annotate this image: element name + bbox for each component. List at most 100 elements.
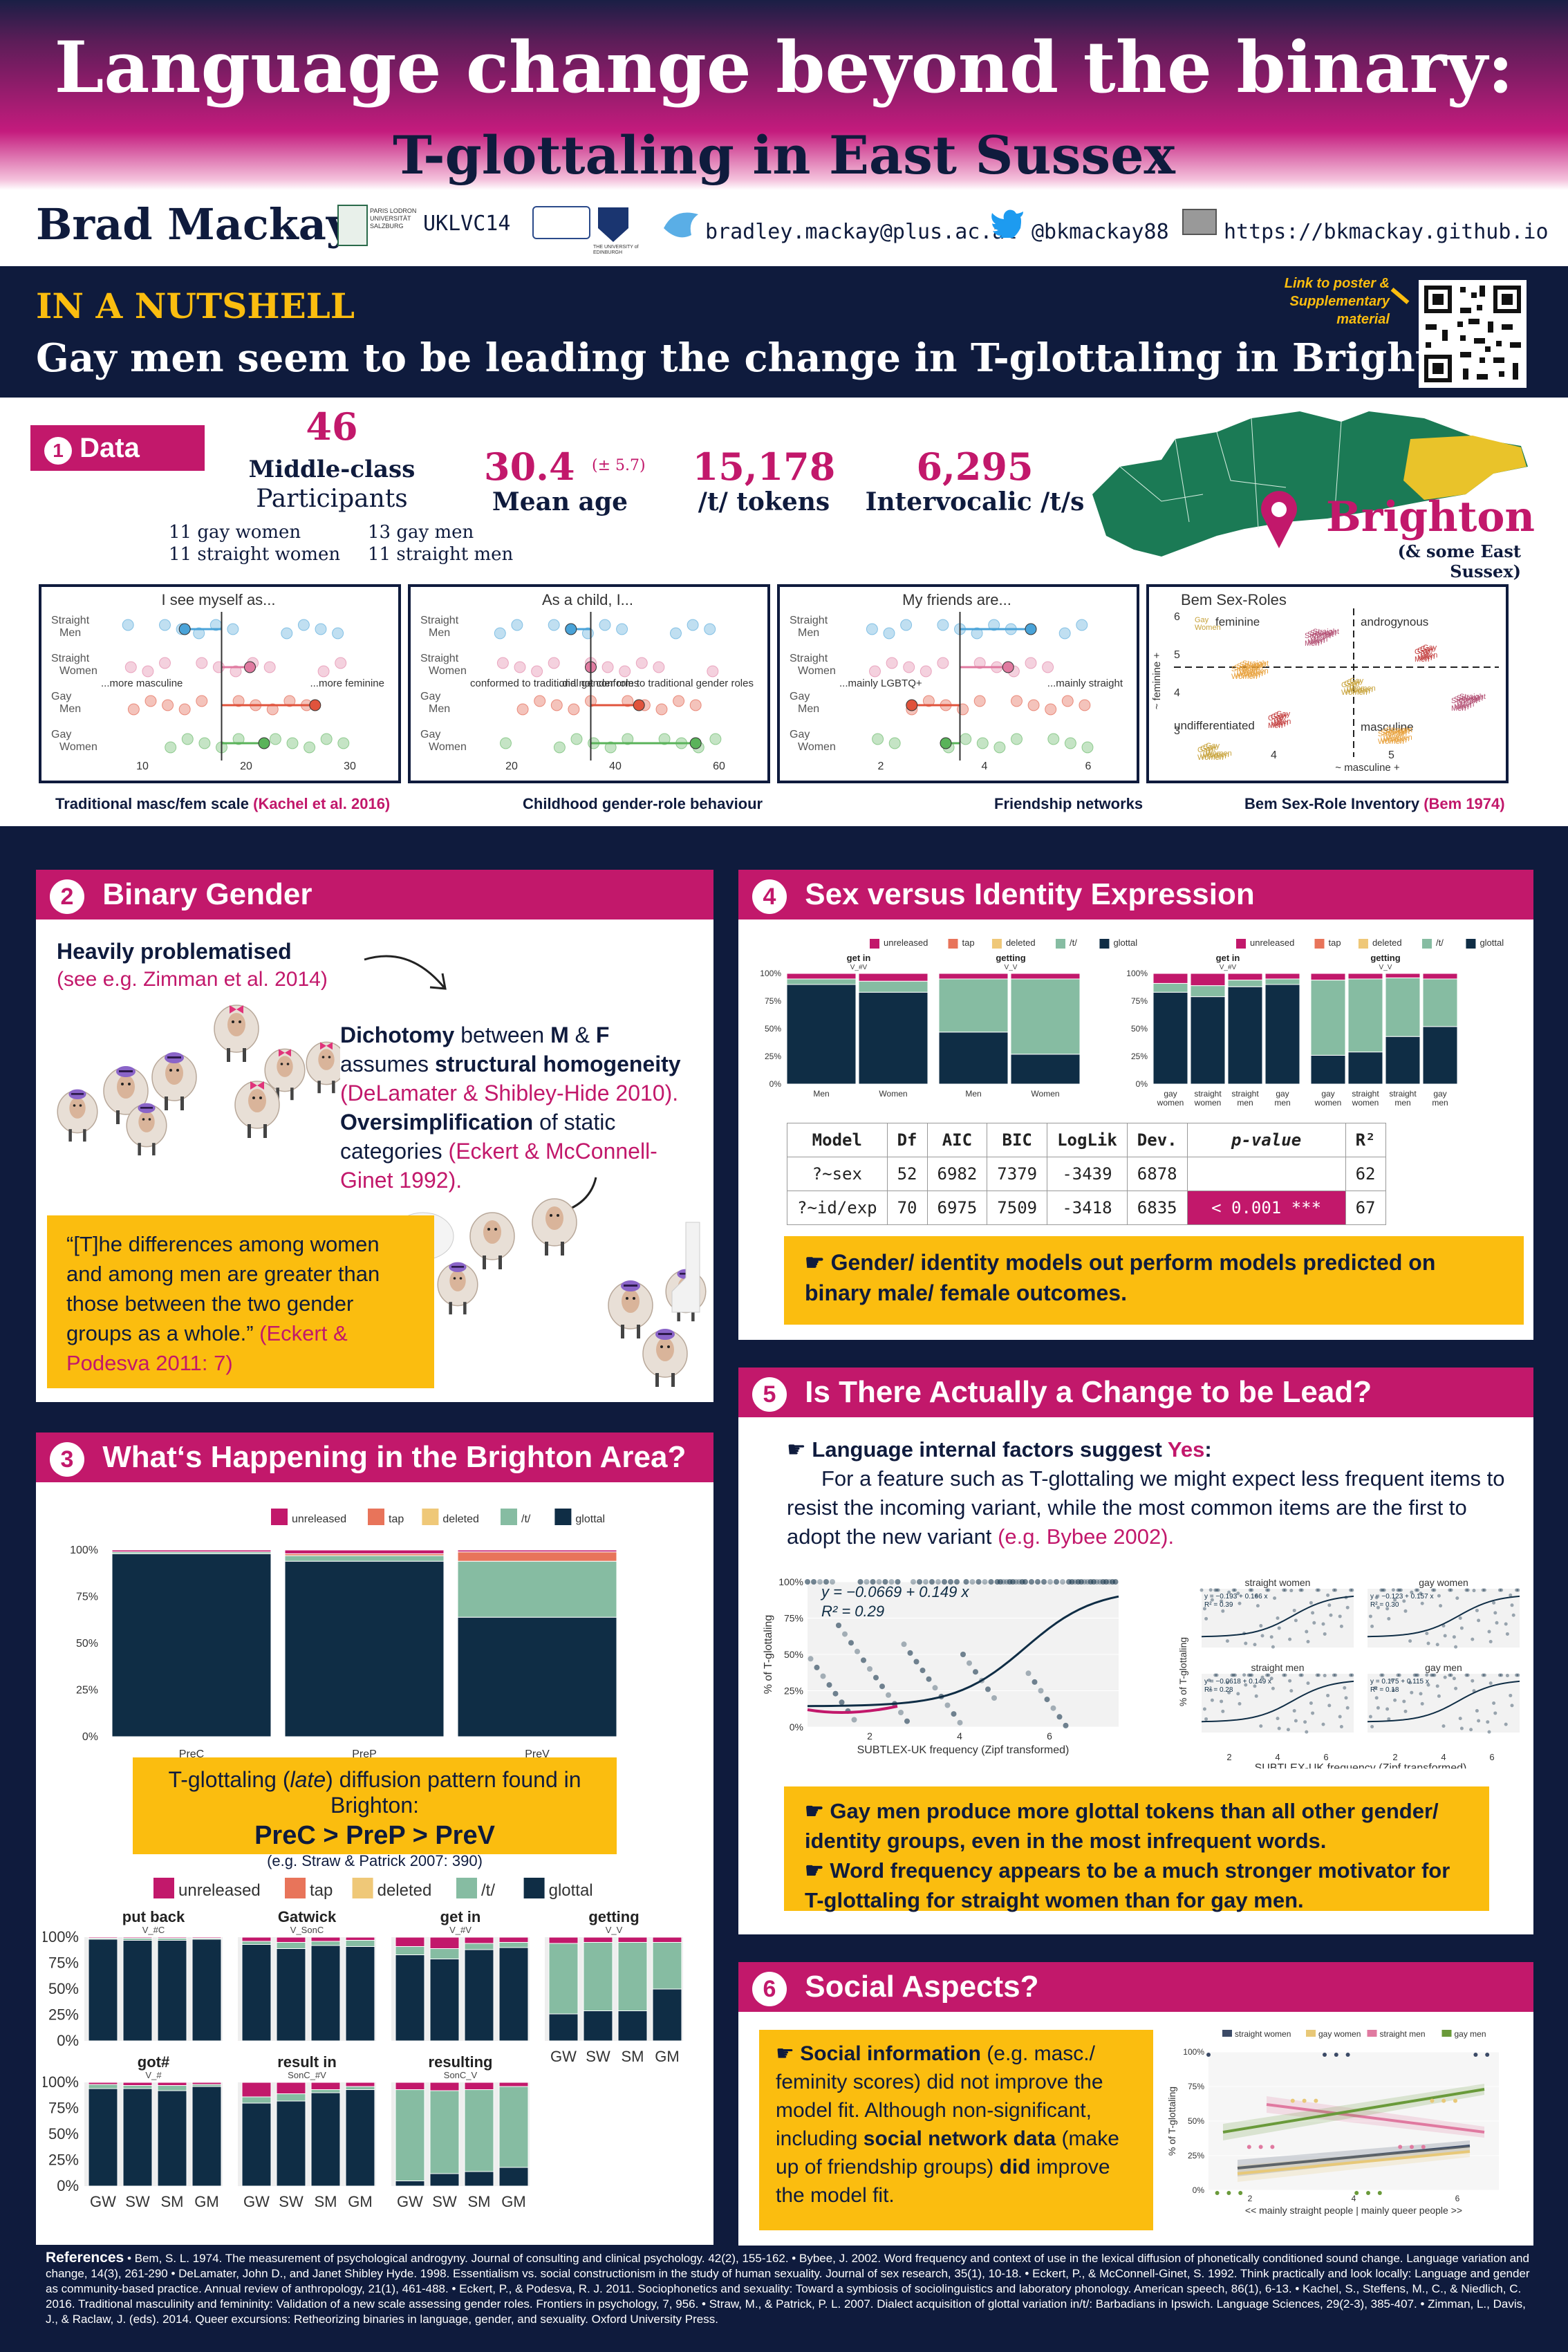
scatter-point <box>1426 1641 1430 1645</box>
nutshell-label: IN A NUTSHELL <box>36 286 355 326</box>
word-bar-unreleased <box>310 2082 341 2090</box>
group-label: Gay <box>420 729 440 740</box>
panel-title: get in <box>1216 953 1240 963</box>
scatter-point <box>1054 1579 1059 1585</box>
x-tick: women <box>1194 1098 1222 1108</box>
bem-point-label: Men <box>1454 703 1468 711</box>
scatter-point <box>1277 1626 1281 1630</box>
scatter-point <box>1443 1634 1447 1638</box>
scatter-point <box>861 1657 866 1663</box>
scatter-point <box>1035 1579 1040 1585</box>
legend-label: deleted <box>1372 937 1402 948</box>
word-bar-unreleased <box>157 1936 187 1939</box>
group-label: Straight <box>51 615 90 626</box>
twitter-handle[interactable]: @bkmackay88 <box>1032 220 1169 244</box>
delamater-cite: (DeLamater & Shibley-Hide 2010). <box>340 1081 679 1105</box>
x-tick: straight <box>1194 1089 1222 1099</box>
scatter-point <box>1453 2098 1457 2103</box>
bem-quadrant: feminine <box>1215 615 1260 628</box>
scatter-point <box>1455 1596 1459 1600</box>
scatter-point <box>1481 1673 1485 1677</box>
scatter-point <box>1056 1714 1063 1720</box>
scatter-point <box>1023 1579 1028 1585</box>
panel-title: result in <box>277 2053 337 2071</box>
y-tick: 50% <box>765 1024 781 1034</box>
scatter-point <box>1302 2098 1307 2103</box>
data-point <box>196 695 208 707</box>
si-bar-glottal <box>1227 986 1263 1085</box>
mean-point <box>689 737 702 749</box>
legend-swatch <box>870 939 879 949</box>
y-tick: 0% <box>57 2177 79 2194</box>
scatter-point <box>994 1579 1000 1585</box>
data-point <box>886 657 898 669</box>
scatter-point <box>963 1579 969 1585</box>
word-bar-glottal <box>652 1988 682 2042</box>
x-tick: SW <box>125 2193 150 2210</box>
scatter-point <box>917 1579 922 1585</box>
scatter-point <box>1482 1588 1486 1592</box>
bem-point-label: Straight <box>1240 661 1266 669</box>
word-bar-unreleased <box>310 1936 341 1942</box>
mini-chart-0: I see myself as...StraightMenStraightWom… <box>39 584 401 783</box>
data-point <box>159 619 171 631</box>
x-tick: SM <box>622 2048 644 2065</box>
scatter-point <box>839 1699 845 1706</box>
x-tick: GM <box>348 2193 372 2210</box>
si-bar-unreleased <box>858 973 928 982</box>
between-word: between <box>454 1023 551 1047</box>
bem-point-label: Gay <box>1344 680 1359 688</box>
scatter-point <box>1403 1609 1408 1613</box>
scatter-point <box>805 1579 810 1585</box>
scatter-point <box>1477 1719 1481 1723</box>
bem-point-label: Straight <box>1459 693 1486 701</box>
scatter-point <box>1106 1579 1112 1585</box>
legend-label: tap <box>310 1881 333 1900</box>
scatter-point <box>1208 1688 1213 1692</box>
scatter-point <box>805 1579 810 1585</box>
scatter-point <box>944 1702 951 1708</box>
straight-men-count: 11 straight men <box>368 544 514 565</box>
amp: & <box>568 1023 596 1047</box>
scatter-point <box>1416 1588 1420 1592</box>
bem-point-label: Men <box>1420 653 1435 661</box>
table-cell: < 0.001 *** <box>1186 1191 1346 1225</box>
word-bar-unreleased <box>395 1936 425 1947</box>
scatter-point <box>1079 1579 1084 1585</box>
table-cell: 70 <box>886 1191 928 1225</box>
scatter-point <box>1220 1699 1224 1704</box>
bem-ytick: 5 <box>1174 649 1180 661</box>
data-point <box>266 703 279 716</box>
scatter-point <box>1225 1681 1229 1685</box>
scatter-point <box>929 1579 935 1585</box>
data-point <box>283 695 296 707</box>
scatter-point <box>1041 1579 1047 1585</box>
legend-swatch <box>1358 939 1368 949</box>
scatter-point <box>948 1579 953 1585</box>
bem-ytick: 4 <box>1174 687 1180 699</box>
bem-point-label: Women <box>1383 735 1410 743</box>
table-cell <box>1186 1157 1346 1191</box>
email-link[interactable]: bradley.mackay@plus.ac.at <box>705 220 1018 244</box>
x-tick: SW <box>586 2048 610 2065</box>
data-point <box>1076 619 1088 631</box>
si-bar-unreleased <box>1310 973 1346 981</box>
internal-factors: Language internal factors suggest <box>812 1437 1168 1462</box>
bem-point-label: Men <box>1415 655 1429 664</box>
social-t6: improve the model fit. <box>776 2156 1110 2207</box>
scatter-point <box>1408 1639 1412 1643</box>
group-label: Straight <box>420 615 459 626</box>
scatter-point <box>1063 1722 1069 1728</box>
panel-title: get in <box>440 1908 481 1925</box>
legend-label: gay men <box>1455 2029 1486 2039</box>
panel-r2: R² = 0.30 <box>1370 1601 1399 1609</box>
pattern-box: T-glottaling (late) diffusion pattern fo… <box>133 1757 617 1869</box>
word-bar-glottal <box>548 2013 579 2042</box>
qr-code-icon[interactable] <box>1419 280 1527 388</box>
table-header-cell: p-value <box>1186 1123 1346 1157</box>
scatter-point <box>1100 1579 1106 1585</box>
si-bar-unreleased <box>938 973 1009 980</box>
website-link[interactable]: https://bkmackay.github.io <box>1224 220 1549 244</box>
scatter-point <box>1283 1588 1287 1592</box>
fit-line <box>1201 1680 1354 1723</box>
